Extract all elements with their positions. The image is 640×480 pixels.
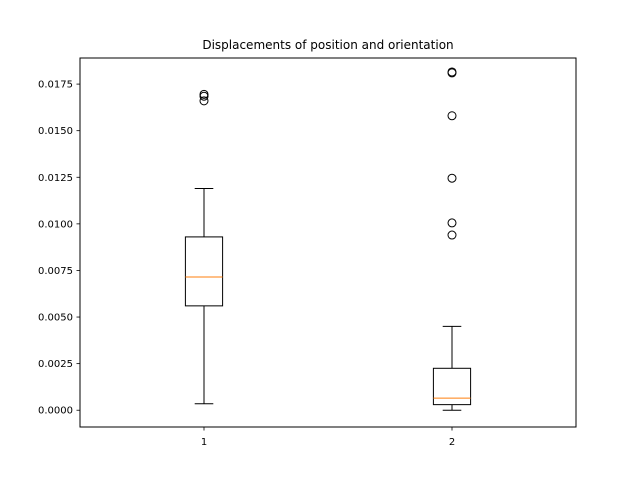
y-tick-label: 0.0150	[38, 126, 73, 137]
y-tick-label: 0.0025	[38, 359, 73, 370]
outlier-point	[447, 67, 457, 77]
y-tick-label: 0.0125	[38, 173, 73, 184]
x-tick-label: 2	[449, 437, 455, 448]
plot-area-frame	[79, 57, 577, 428]
outlier-point	[447, 218, 457, 228]
box-iqr	[432, 367, 472, 406]
outlier-point	[447, 111, 457, 121]
chart-title: Displacements of position and orientatio…	[202, 38, 453, 52]
box-series	[184, 67, 472, 411]
y-tick-label: 0.0175	[38, 80, 73, 91]
box-group-1	[184, 89, 224, 405]
y-tick-label: 0.0100	[38, 219, 73, 230]
y-tick-label: 0.0050	[38, 313, 73, 324]
y-tick-label: 0.0075	[38, 266, 73, 277]
box-iqr	[184, 236, 224, 307]
outlier-point	[199, 91, 209, 101]
box-group-2	[432, 67, 472, 411]
outlier-point	[199, 96, 209, 106]
outlier-point	[447, 173, 457, 183]
outlier-point	[199, 89, 209, 99]
y-axis: 0.0000 0.0025 0.0050 0.0075 0.0100 0.0125 0.01…	[38, 80, 80, 417]
outlier-point	[447, 230, 457, 240]
x-tick-label: 1	[201, 437, 207, 448]
y-tick-label: 0.0000	[38, 406, 73, 417]
